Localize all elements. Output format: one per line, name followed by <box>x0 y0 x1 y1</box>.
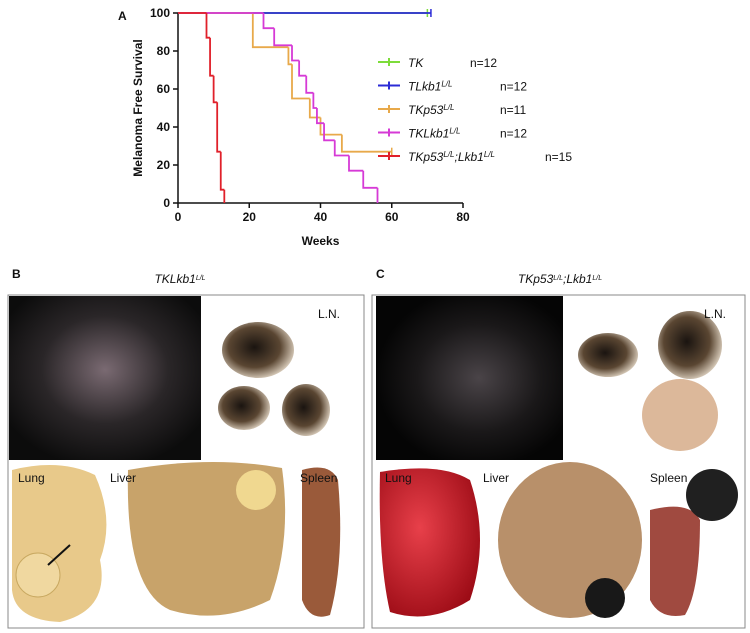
lymph-node <box>578 333 638 377</box>
photo-label: Spleen <box>650 471 687 485</box>
x-tick-label: 80 <box>456 210 470 224</box>
survival-step <box>298 60 307 77</box>
photo-label: L.N. <box>704 307 726 321</box>
superscript: L/L <box>484 150 495 159</box>
superscript: L/L <box>441 79 452 88</box>
superscript: L/L <box>443 103 454 112</box>
legend-label: TKp53L/L <box>408 103 454 118</box>
survival-step <box>340 134 392 153</box>
legend-n: n=12 <box>500 127 527 141</box>
legend-n: n=12 <box>470 56 497 70</box>
survival-step <box>333 140 349 157</box>
lung-photo <box>12 465 107 622</box>
superscript: L/L <box>553 275 563 282</box>
survival-step <box>212 75 218 104</box>
legend-n: n=12 <box>500 80 527 94</box>
photo-label: Liver <box>110 471 136 485</box>
panel-letter: B <box>12 267 21 281</box>
y-tick-label: 60 <box>157 82 171 96</box>
survival-step <box>287 47 292 66</box>
y-tick-label: 40 <box>157 120 171 134</box>
survival-step <box>362 170 378 189</box>
panel-b-photos <box>7 294 365 629</box>
survival-step <box>316 108 325 125</box>
lymph-node <box>218 386 270 430</box>
x-tick-label: 0 <box>175 210 182 224</box>
text-part: TKLkb1 <box>154 272 195 286</box>
superscript: L/L <box>443 150 454 159</box>
text-part: TLkb1 <box>408 80 441 94</box>
text-part: TKp53 <box>408 150 444 164</box>
panel-border <box>371 294 746 629</box>
x-tick-label: 60 <box>385 210 399 224</box>
text-part: TKLkb1 <box>408 127 449 141</box>
x-tick-label: 20 <box>243 210 257 224</box>
arrow <box>47 544 71 566</box>
skin-photo <box>376 296 563 460</box>
survival-step <box>209 37 214 77</box>
superscript: L/L <box>196 275 206 282</box>
legend-label: TKp53L/L;Lkb1L/L <box>408 150 495 165</box>
liver-nodule <box>585 578 625 618</box>
superscript: L/L <box>592 275 602 282</box>
y-tick-label: 100 <box>150 6 170 20</box>
survival-step <box>323 123 335 142</box>
text-part: TKp53 <box>408 103 444 117</box>
y-tick-label: 0 <box>163 196 170 210</box>
photo-label: Lung <box>385 471 412 485</box>
spleen-photo <box>302 467 341 617</box>
survival-step <box>273 28 292 47</box>
legend-label: TKLkb1L/L <box>408 126 460 141</box>
x-axis-label: Weeks <box>302 234 340 248</box>
text-part: ;Lkb1 <box>563 272 592 286</box>
x-tick-label: 40 <box>314 210 328 224</box>
panel-border <box>7 294 365 629</box>
text-part: ;Lkb1 <box>454 150 483 164</box>
survival-step <box>291 45 300 62</box>
legend-n: n=15 <box>545 150 572 164</box>
panel-letter: A <box>118 9 127 23</box>
y-tick-label: 80 <box>157 44 171 58</box>
photo-label: Liver <box>483 471 509 485</box>
survival-step <box>305 75 314 94</box>
survival-step <box>262 13 275 30</box>
lymph-node <box>658 311 722 379</box>
text-part: TK <box>408 56 424 70</box>
panel-title: TKLkb1L/L <box>154 272 205 286</box>
spleen-photo <box>650 506 700 616</box>
lymph-node <box>222 322 294 378</box>
lung-photo <box>379 468 480 617</box>
text-part: TKp53 <box>518 272 554 286</box>
skin-photo <box>9 296 201 460</box>
lymph-node <box>642 379 718 451</box>
photo-label: Lung <box>18 471 45 485</box>
survival-step <box>216 102 221 153</box>
survival-step <box>348 155 364 172</box>
survival-step <box>219 151 225 191</box>
panel-title: TKp53L/L;Lkb1L/L <box>518 272 602 286</box>
survival-step <box>251 13 289 49</box>
y-axis-label: Melanoma Free Survival <box>131 39 145 176</box>
panel-letter: C <box>376 267 385 281</box>
y-tick-label: 20 <box>157 158 171 172</box>
legend-label: TK <box>408 56 424 70</box>
photo-label: L.N. <box>318 307 340 321</box>
superscript: L/L <box>449 126 460 135</box>
liver-nodule <box>236 470 276 510</box>
survival-step <box>312 92 317 109</box>
panel-c-photos <box>371 294 746 629</box>
photo-label: Spleen <box>300 471 337 485</box>
spleen-tumor <box>686 469 738 521</box>
lymph-node <box>282 384 330 436</box>
legend-n: n=11 <box>500 103 526 117</box>
legend-label: TLkb1L/L <box>408 79 452 94</box>
survival-step <box>205 13 211 39</box>
survival-step <box>291 64 310 100</box>
